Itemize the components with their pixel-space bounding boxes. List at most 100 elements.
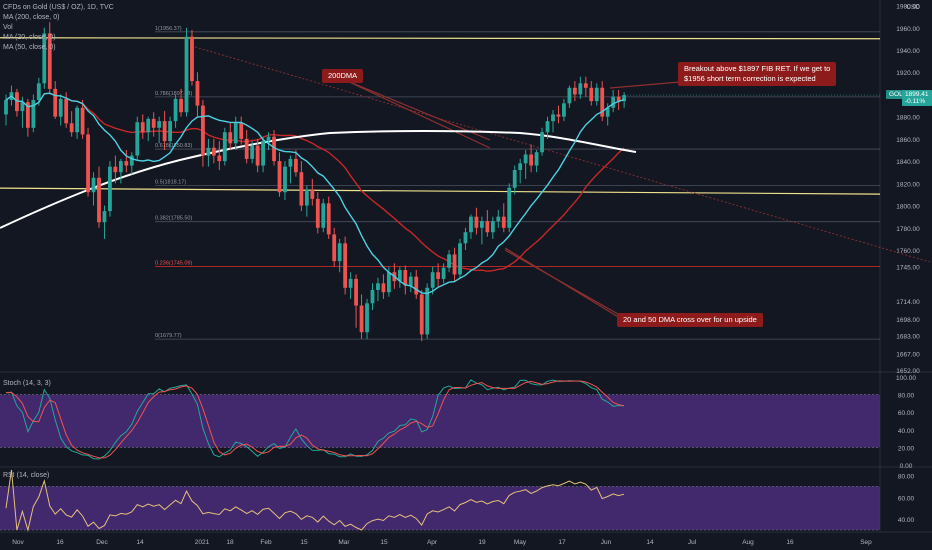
x-tick-label: 14 [646,539,654,546]
candle-body [283,166,287,193]
candle-body [611,96,616,108]
candle-body [69,123,74,133]
annotation-connector [344,79,491,149]
candle-body [42,33,47,84]
candle-body [578,83,583,95]
y-tick-label: 1880.00 [896,115,920,122]
candle-body [436,272,441,279]
candle-body [600,87,605,117]
candle-body [113,166,118,173]
y-tick-label: 1960.00 [896,26,920,33]
y-tick-label: 1840.00 [896,159,920,166]
candle-body [239,123,244,139]
candle-body [403,270,408,286]
candle-body [326,203,331,235]
annotation-200dma[interactable]: 200DMA [322,69,364,83]
annotation-connector [344,79,491,141]
last-price: 1899.41 [905,91,929,98]
y-tick-label: 1780.00 [896,226,920,233]
currency-label: USD [906,4,920,11]
candle-body [441,267,446,279]
candle-body [58,98,63,117]
candle-body [370,290,375,304]
candle-body [518,163,523,170]
candle-body [567,87,572,104]
candle-body [75,107,80,133]
y-tick-label: 1652.00 [896,368,920,375]
y-tick-label: 1683.00 [896,334,920,341]
candle-body [512,170,517,188]
indicator-ma20: MA (20, close, 0) [3,34,56,41]
stoch-tick-label: 60.00 [898,410,915,417]
x-tick-label: Feb [260,539,272,546]
x-tick-label: Dec [96,539,108,546]
candle-body [414,276,419,295]
x-tick-label: 15 [300,539,308,546]
candle-body [376,283,380,290]
x-tick-label: 19 [478,539,486,546]
candle-body [387,272,391,293]
annotation-crossover[interactable]: 20 and 50 DMA cross over for un upside [617,313,763,327]
fib-level-label: 0.5(1818.17) [155,179,186,185]
x-tick-label: May [514,539,527,546]
candle-body [343,243,348,288]
candle-body [551,114,555,122]
candle-body [605,107,610,117]
candle-body [135,122,140,156]
annotation-breakout-line2: $1956 short term correction is expected [684,74,816,83]
y-tick-label: 1940.00 [896,48,920,55]
candle-body [572,87,577,95]
y-tick-label: 1800.00 [896,204,920,211]
candle-body [47,33,52,89]
candle-body [540,132,544,153]
candle-body [507,187,512,228]
y-tick-label: 1860.00 [896,137,920,144]
candle-body [332,234,337,262]
candle-body [583,83,588,88]
candle-body [36,83,41,100]
candle-body [228,132,233,144]
candle-body [501,216,506,228]
candle-body [272,136,276,162]
candle-body [479,221,484,228]
stoch-tick-label: 100.00 [896,375,916,382]
x-tick-label: 18 [226,539,234,546]
candle-body [288,158,293,167]
fib-level-label: 0.236(1745.09) [155,261,192,267]
candle-body [304,190,309,206]
y-tick-label: 1667.00 [896,351,920,358]
indicator-ma50: MA (50, close, 0) [3,44,56,51]
indicator-ma200: MA (200, close, 0) [3,14,60,21]
stoch-band [0,394,880,448]
annotation-breakout[interactable]: Breakout above $1897 FIB RET. If we get … [678,62,837,86]
candle-body [201,105,205,156]
candle-body [616,96,621,102]
candle-body [162,121,167,142]
candle-body [354,278,358,306]
annotation-breakout-line1: Breakout above $1897 FIB RET. If we get … [684,64,831,73]
candle-body [447,254,451,268]
candle-body [25,102,30,128]
fib-level-label: 0.382(1785.50) [155,216,192,222]
candle-body [118,161,123,173]
symbol-title: CFDs on Gold (US$ / OZ), 1D, TVC [3,4,114,11]
candle-body [430,272,435,288]
rsi-tick-label: 60.00 [898,495,915,502]
candle-body [534,152,539,166]
candle-body [589,87,594,102]
x-tick-label: 15 [380,539,388,546]
annotation-connector [609,81,681,89]
x-tick-label: Sep [860,539,872,546]
candle-body [529,154,534,166]
candle-body [419,294,424,335]
candle-body [255,145,260,166]
x-tick-label: 2021 [195,539,210,546]
candle-body [211,147,216,156]
last-price-tag: 1899.41 -0.11% [902,90,932,106]
stoch-d-line [5,380,625,459]
candle-body [168,121,172,142]
x-tick-label: 16 [56,539,64,546]
candle-body [408,276,413,286]
candle-body [425,287,430,335]
